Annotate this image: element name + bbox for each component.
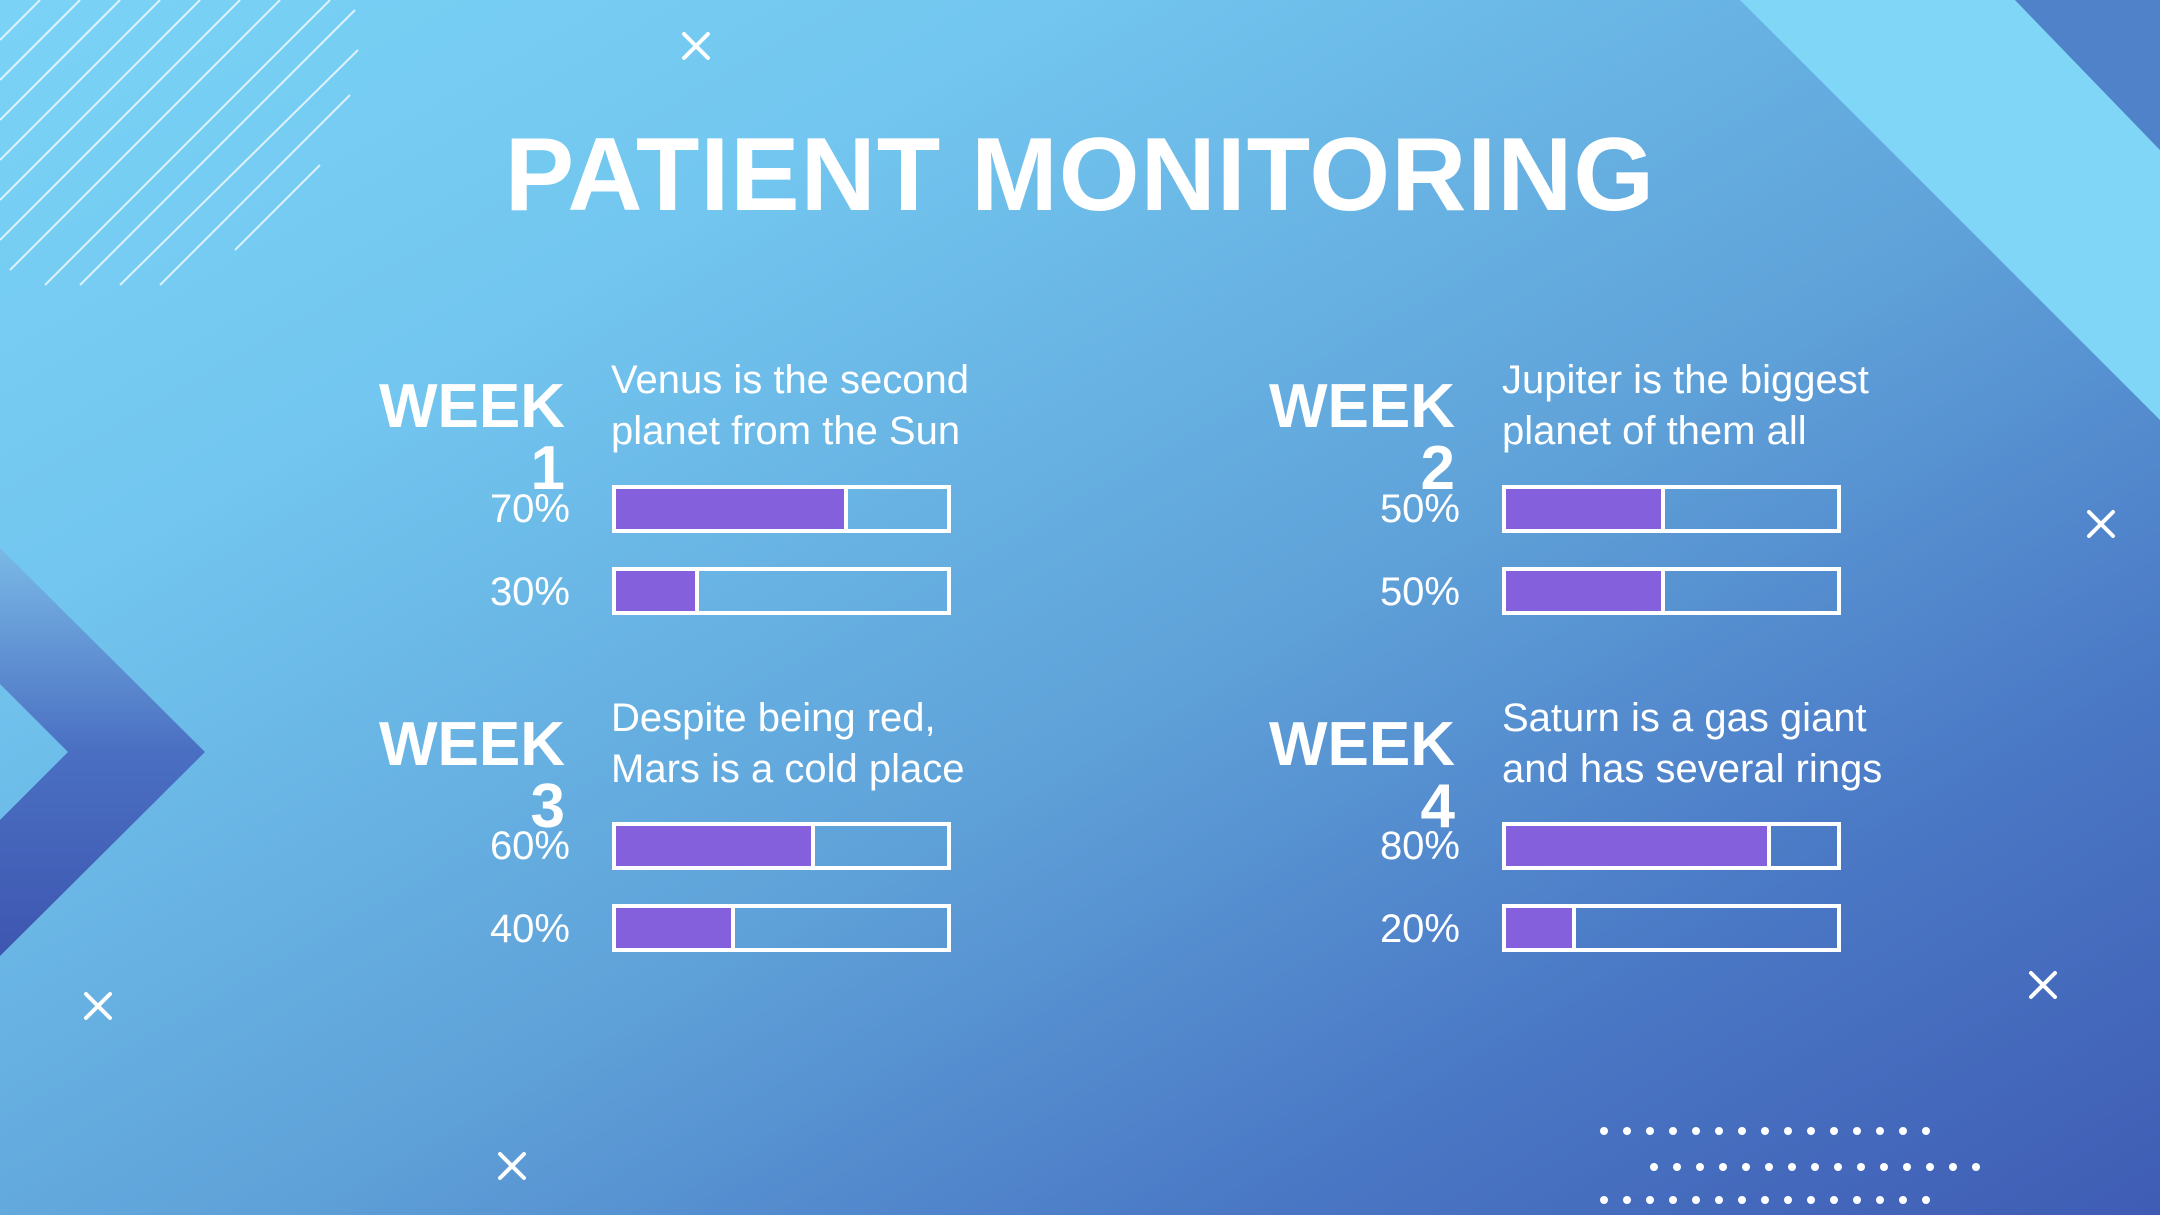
progress-bar — [1502, 485, 1841, 533]
dot — [1926, 1163, 1934, 1171]
progress-fill — [1506, 908, 1576, 948]
dot — [1903, 1163, 1911, 1171]
dot — [1784, 1127, 1792, 1135]
progress-fill — [1506, 571, 1665, 611]
percent-label: 60% — [489, 824, 570, 868]
dot — [1623, 1127, 1631, 1135]
dot — [1899, 1127, 1907, 1135]
week-description: Saturn is a gas giant and has several ri… — [1502, 693, 1962, 795]
description-line: and has several rings — [1502, 747, 1883, 791]
progress-fill — [616, 571, 699, 611]
dot — [1830, 1196, 1838, 1204]
description-line: Venus is the second — [611, 358, 970, 402]
dot — [1600, 1196, 1608, 1204]
dot — [1922, 1196, 1930, 1204]
week-label: WEEK 1 — [379, 372, 565, 503]
description-line: Mars is a cold place — [611, 747, 965, 791]
dot — [1949, 1163, 1957, 1171]
dot — [1761, 1127, 1769, 1135]
percent-label: 70% — [489, 487, 570, 531]
dot — [1738, 1196, 1746, 1204]
dot — [1646, 1127, 1654, 1135]
dot — [1715, 1196, 1723, 1204]
dot — [1784, 1196, 1792, 1204]
dot — [1857, 1163, 1865, 1171]
dot — [1807, 1127, 1815, 1135]
dot — [1623, 1196, 1631, 1204]
week-label: WEEK 3 — [379, 710, 565, 841]
dot — [1830, 1127, 1838, 1135]
progress-bar — [612, 904, 951, 952]
progress-bar — [612, 485, 951, 533]
week-description: Jupiter is the biggest planet of them al… — [1502, 355, 1962, 457]
progress-bar — [612, 822, 951, 870]
week-description: Despite being red, Mars is a cold place — [611, 693, 1071, 795]
progress-bar — [1502, 822, 1841, 870]
description-line: planet of them all — [1502, 409, 1807, 453]
percent-label: 50% — [1379, 570, 1460, 614]
description-line: Saturn is a gas giant — [1502, 696, 1867, 740]
dot — [1650, 1163, 1658, 1171]
percent-label: 30% — [489, 570, 570, 614]
dot — [1692, 1127, 1700, 1135]
description-line: planet from the Sun — [611, 409, 961, 453]
progress-fill — [1506, 826, 1771, 866]
dot — [1715, 1127, 1723, 1135]
progress-fill — [1506, 489, 1665, 529]
dot — [1765, 1163, 1773, 1171]
dot — [1853, 1196, 1861, 1204]
dot — [1669, 1196, 1677, 1204]
percent-label: 40% — [489, 907, 570, 951]
page-title: PATIENT MONITORING — [504, 117, 1656, 233]
description-line: Despite being red, — [611, 696, 936, 740]
week-label: WEEK 2 — [1269, 372, 1455, 503]
percent-label: 50% — [1379, 487, 1460, 531]
week-label: WEEK 4 — [1269, 710, 1455, 841]
progress-fill — [616, 489, 848, 529]
dot — [1692, 1196, 1700, 1204]
progress-bar — [1502, 904, 1841, 952]
dot — [1880, 1163, 1888, 1171]
percent-label: 20% — [1379, 907, 1460, 951]
dot — [1673, 1163, 1681, 1171]
progress-bar — [1502, 567, 1841, 615]
dot — [1669, 1127, 1677, 1135]
dot — [1738, 1127, 1746, 1135]
dot — [1600, 1127, 1608, 1135]
dot — [1811, 1163, 1819, 1171]
progress-fill — [616, 908, 736, 948]
dot — [1761, 1196, 1769, 1204]
dot — [1899, 1196, 1907, 1204]
percent-label: 80% — [1379, 824, 1460, 868]
dot — [1788, 1163, 1796, 1171]
dot — [1876, 1127, 1884, 1135]
progress-fill — [616, 826, 815, 866]
dot — [1834, 1163, 1842, 1171]
dot — [1807, 1196, 1815, 1204]
dot — [1876, 1196, 1884, 1204]
dot — [1853, 1127, 1861, 1135]
dot — [1922, 1127, 1930, 1135]
week-description: Venus is the second planet from the Sun — [611, 355, 1071, 457]
dot — [1742, 1163, 1750, 1171]
dot — [1646, 1196, 1654, 1204]
dot — [1696, 1163, 1704, 1171]
dot — [1719, 1163, 1727, 1171]
progress-bar — [612, 567, 951, 615]
dot — [1972, 1163, 1980, 1171]
description-line: Jupiter is the biggest — [1502, 358, 1869, 402]
